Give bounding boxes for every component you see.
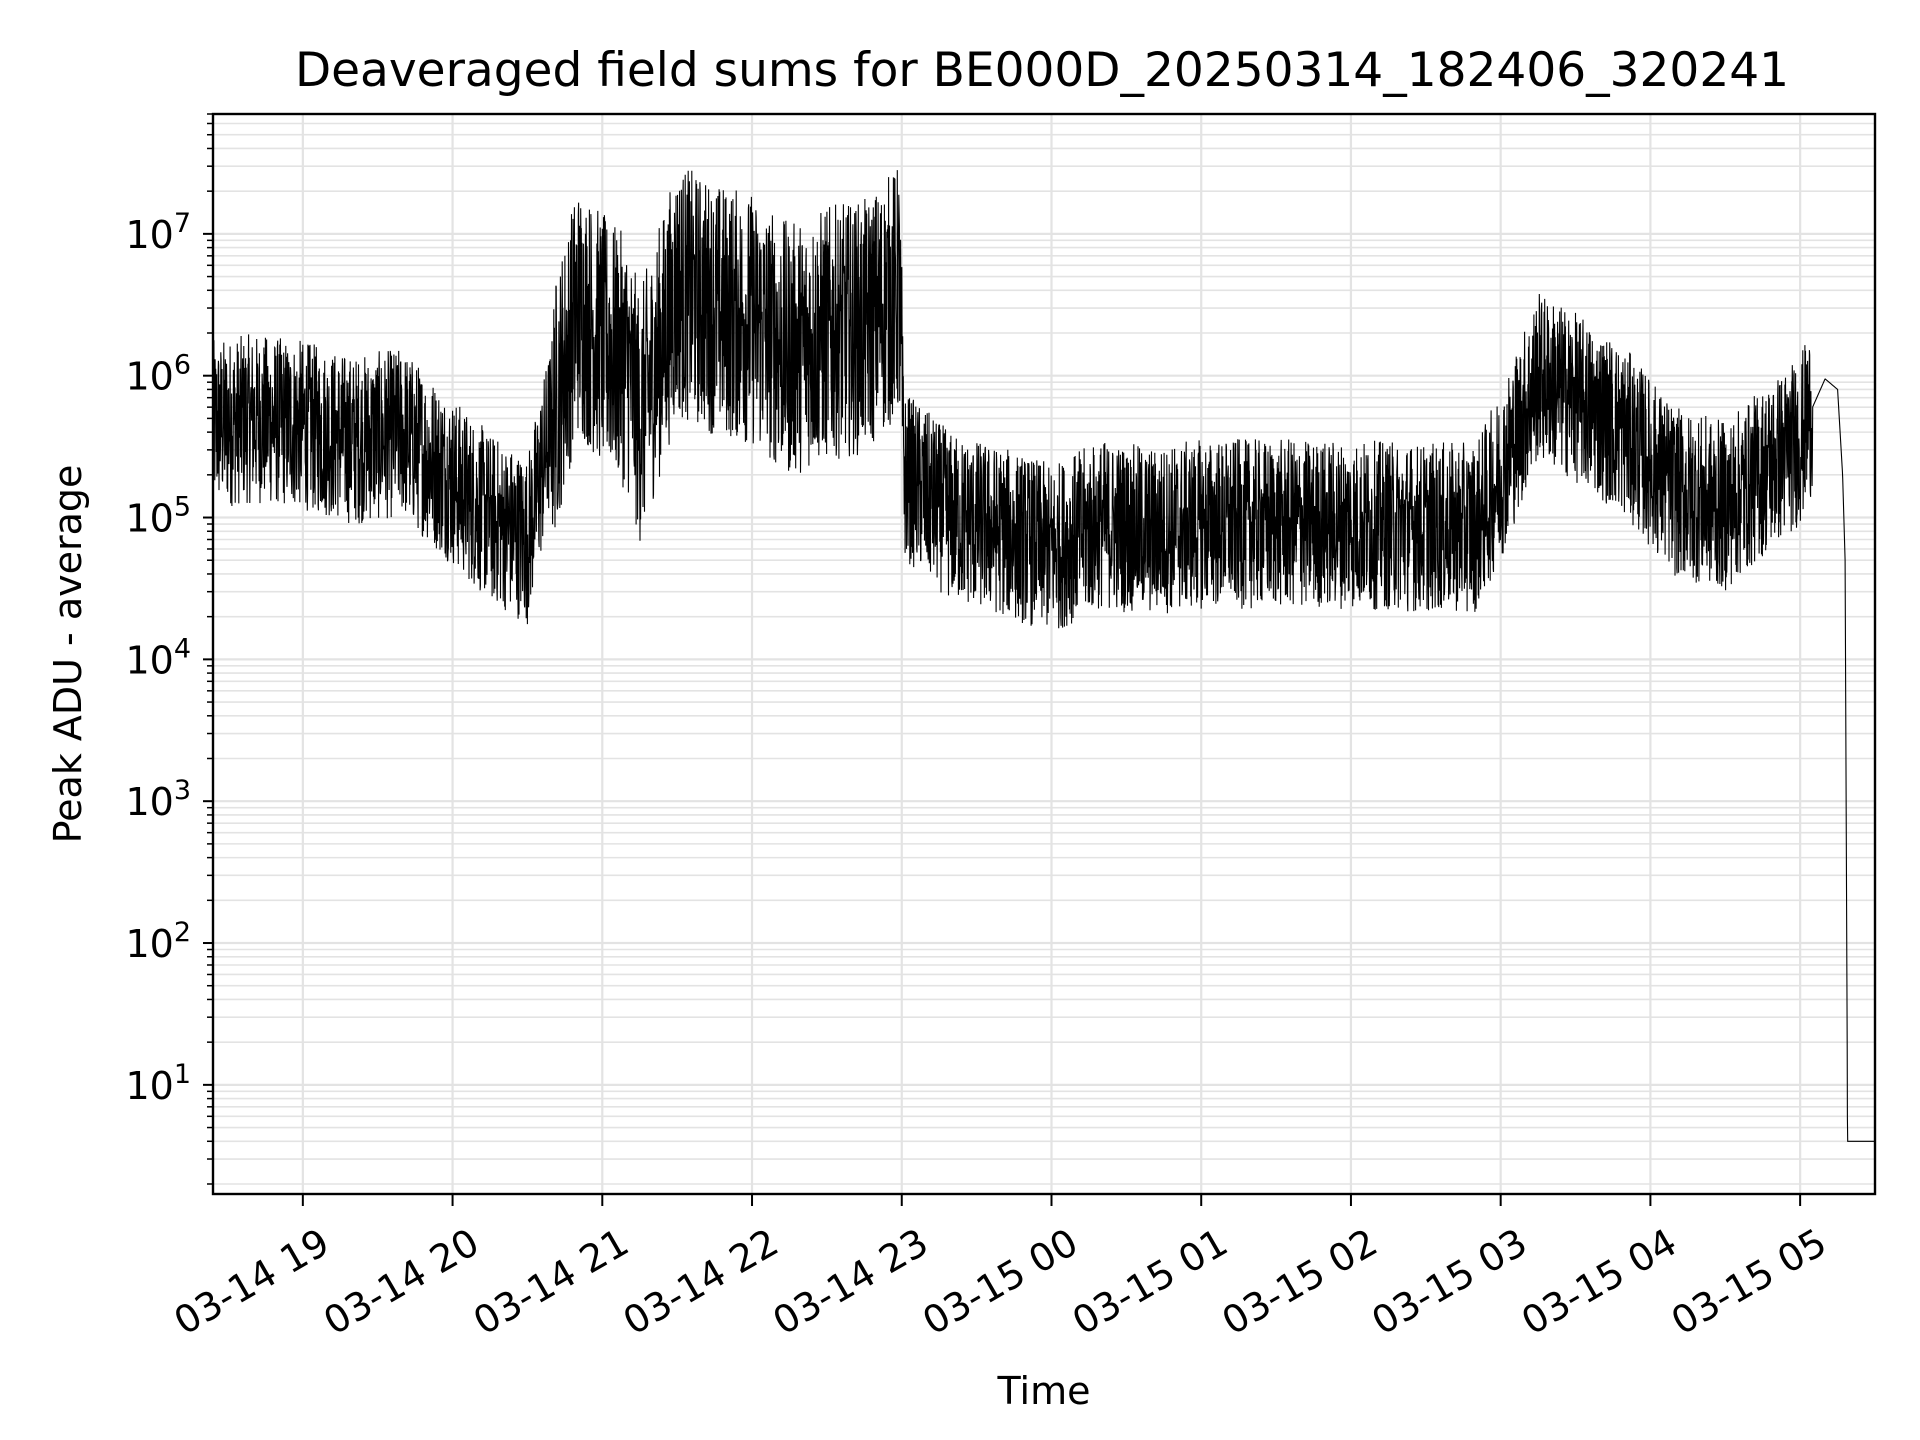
y-tick-label: 102 (125, 917, 191, 966)
y-tick-label: 107 (125, 208, 191, 257)
y-tick-label: 101 (125, 1059, 191, 1108)
plot-area (203, 112, 1877, 1206)
data-layer (212, 170, 1875, 1142)
plot-frame (211, 112, 1877, 1196)
y-axis-label: Peak ADU - average (46, 465, 90, 844)
y-tick-label: 105 (125, 492, 191, 541)
series-line (212, 170, 1875, 1142)
y-tick-label: 103 (125, 775, 191, 824)
x-axis-label: Time (997, 1369, 1091, 1413)
chart-title: Deaveraged field sums for BE000D_2025031… (295, 43, 1789, 98)
grid-lines (213, 113, 1875, 1194)
y-tick-label: 106 (125, 350, 191, 399)
y-tick-label: 104 (125, 633, 191, 682)
